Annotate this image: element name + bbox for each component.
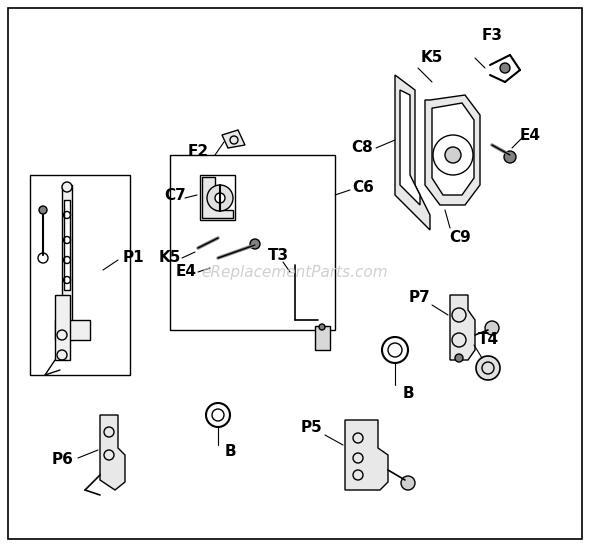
Text: B: B <box>402 386 414 400</box>
Text: eReplacementParts.com: eReplacementParts.com <box>202 265 388 281</box>
Circle shape <box>476 356 500 380</box>
Text: C7: C7 <box>164 188 186 202</box>
Circle shape <box>445 147 461 163</box>
Polygon shape <box>400 90 420 205</box>
Polygon shape <box>432 103 474 195</box>
Text: P6: P6 <box>52 452 74 468</box>
Circle shape <box>62 182 72 192</box>
Circle shape <box>319 324 325 330</box>
Circle shape <box>250 239 260 249</box>
Text: C6: C6 <box>352 181 374 195</box>
Text: K5: K5 <box>421 49 443 65</box>
Text: T4: T4 <box>477 333 499 347</box>
Text: K5: K5 <box>159 251 181 265</box>
Polygon shape <box>222 130 245 148</box>
Text: F3: F3 <box>481 27 503 43</box>
Text: C8: C8 <box>351 141 373 155</box>
Text: P1: P1 <box>122 249 144 265</box>
Polygon shape <box>450 295 475 360</box>
Circle shape <box>485 321 499 335</box>
Polygon shape <box>100 415 125 490</box>
Polygon shape <box>62 185 72 340</box>
Text: E4: E4 <box>175 265 196 280</box>
Text: E4: E4 <box>520 127 540 143</box>
Circle shape <box>504 151 516 163</box>
Text: F2: F2 <box>188 144 208 160</box>
Polygon shape <box>315 326 330 350</box>
Polygon shape <box>202 177 233 218</box>
Polygon shape <box>64 200 70 290</box>
Circle shape <box>500 63 510 73</box>
Bar <box>170 155 335 330</box>
Circle shape <box>401 476 415 490</box>
Text: P5: P5 <box>301 421 323 435</box>
Polygon shape <box>55 320 90 340</box>
Circle shape <box>455 354 463 362</box>
Circle shape <box>207 185 233 211</box>
Text: P7: P7 <box>409 290 431 306</box>
Circle shape <box>215 193 225 203</box>
Polygon shape <box>345 420 388 490</box>
Polygon shape <box>55 295 70 360</box>
Text: T3: T3 <box>267 247 289 263</box>
Text: C9: C9 <box>449 230 471 245</box>
Text: B: B <box>224 445 236 459</box>
Bar <box>30 175 130 375</box>
Circle shape <box>39 206 47 214</box>
Polygon shape <box>395 75 430 230</box>
Polygon shape <box>425 95 480 205</box>
